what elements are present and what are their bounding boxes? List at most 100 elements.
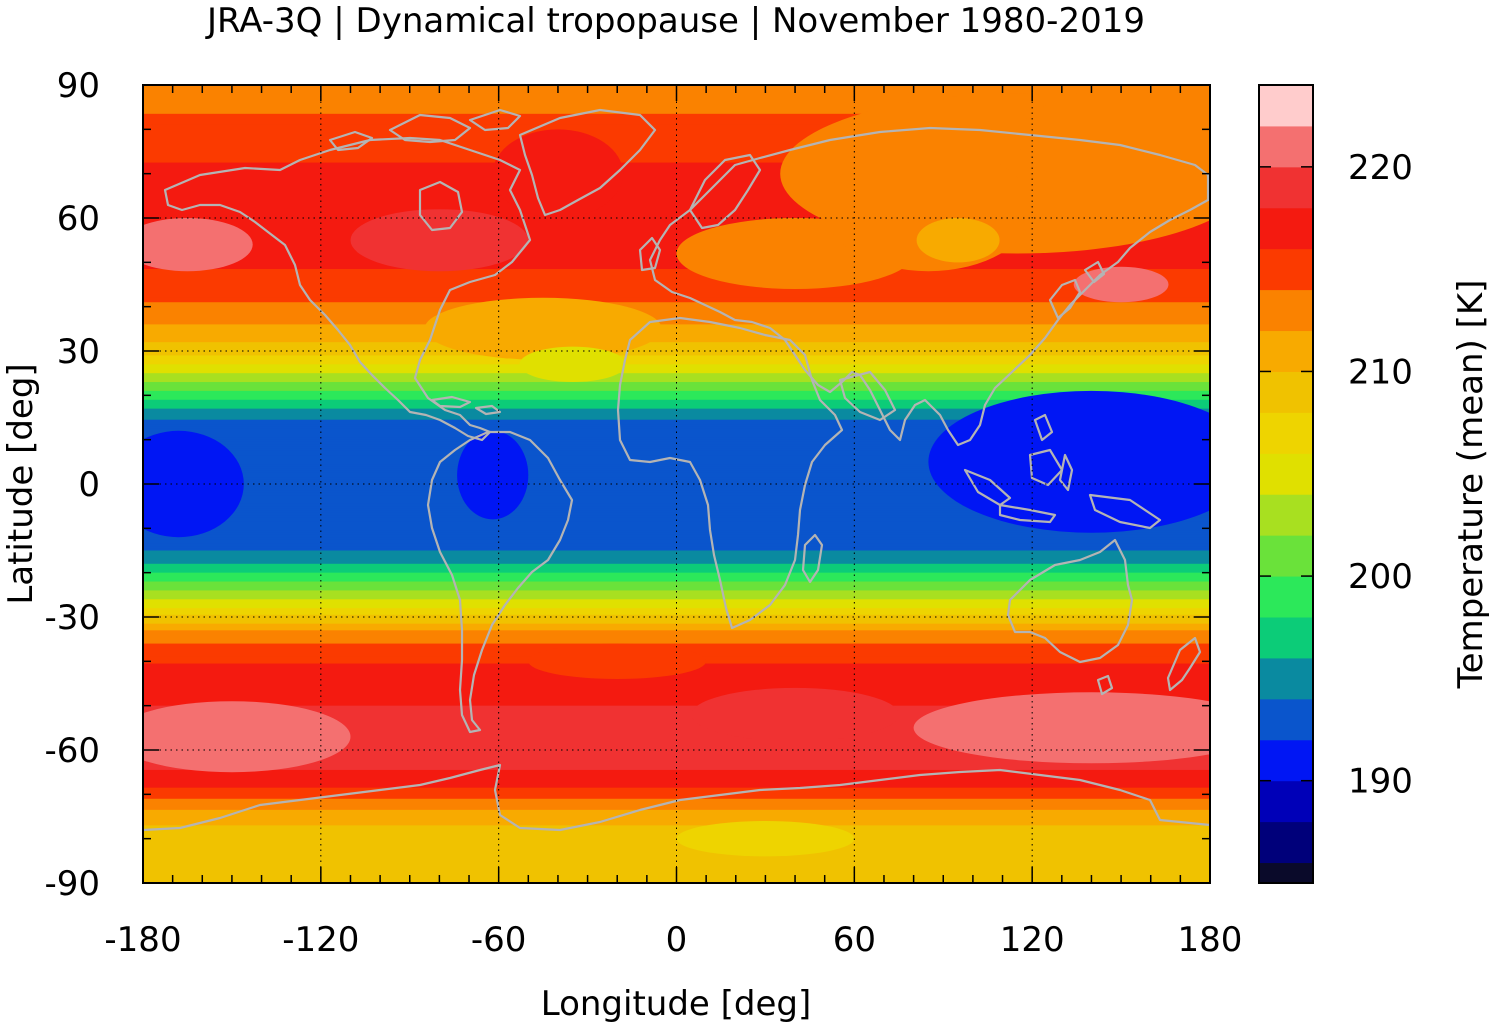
temperature-band bbox=[143, 692, 1210, 696]
temperature-band bbox=[143, 450, 1210, 454]
temperature-band bbox=[143, 559, 1210, 563]
temperature-band bbox=[143, 209, 1210, 212]
coastlines bbox=[143, 108, 1210, 832]
temperature-band bbox=[143, 273, 1210, 277]
temperature-feature bbox=[676, 821, 855, 857]
colorbar-level bbox=[1259, 207, 1313, 250]
colorbar-level bbox=[1259, 125, 1313, 168]
temperature-band bbox=[143, 574, 1210, 578]
colorbar-level bbox=[1259, 739, 1313, 782]
temperature-band bbox=[143, 198, 1210, 201]
temperature-band bbox=[143, 395, 1210, 399]
temperature-band bbox=[143, 499, 1210, 503]
temperature-band bbox=[143, 162, 1210, 166]
temperature-band bbox=[143, 588, 1210, 591]
temperature-band bbox=[143, 785, 1210, 789]
colorbar-level bbox=[1259, 289, 1313, 332]
temperature-band bbox=[143, 240, 1210, 243]
temperature-band bbox=[143, 825, 1210, 829]
temperature-band bbox=[143, 448, 1210, 452]
temperature-band bbox=[143, 778, 1210, 782]
temperature-band bbox=[143, 754, 1210, 758]
temperature-band bbox=[143, 814, 1210, 818]
temperature-band bbox=[143, 506, 1210, 509]
temperature-band bbox=[143, 526, 1210, 529]
temperature-band bbox=[143, 184, 1210, 188]
y-axis-label: Latitude [deg] bbox=[1, 363, 41, 604]
temperature-band bbox=[143, 333, 1210, 337]
temperature-band bbox=[143, 127, 1210, 130]
colorbar-level bbox=[1259, 657, 1313, 700]
colorbar-level bbox=[1259, 330, 1313, 372]
temperature-band bbox=[143, 617, 1210, 620]
temperature-band bbox=[143, 142, 1210, 146]
colorbar-level bbox=[1259, 862, 1313, 884]
temperature-band bbox=[143, 641, 1210, 645]
colorbar-frame bbox=[1258, 84, 1314, 884]
temperature-feature bbox=[457, 430, 529, 520]
temperature-feature bbox=[519, 346, 627, 382]
temperature-band bbox=[143, 712, 1210, 716]
temperature-band bbox=[143, 495, 1210, 498]
temperature-band bbox=[143, 377, 1210, 381]
temperature-band bbox=[143, 477, 1210, 481]
temperature-band bbox=[143, 734, 1210, 738]
temperature-band bbox=[143, 406, 1210, 410]
temperature-band bbox=[143, 621, 1210, 625]
temperature-band bbox=[143, 472, 1210, 476]
temperature-band bbox=[143, 104, 1210, 108]
temperature-band bbox=[143, 851, 1210, 855]
colorbar-level bbox=[1259, 494, 1313, 536]
temperature-band bbox=[143, 583, 1210, 587]
temperature-band bbox=[143, 328, 1210, 332]
temperature-band bbox=[143, 297, 1210, 301]
temperature-band bbox=[143, 745, 1210, 749]
temperature-band bbox=[143, 253, 1210, 257]
temperature-band bbox=[143, 426, 1210, 430]
temperature-band bbox=[143, 242, 1210, 246]
temperature-band bbox=[143, 149, 1210, 153]
grid-lines bbox=[143, 85, 1210, 883]
temperature-band bbox=[143, 202, 1210, 206]
temperature-band bbox=[143, 608, 1210, 611]
temperature-band bbox=[143, 191, 1210, 195]
temperature-band bbox=[143, 455, 1210, 458]
temperature-band bbox=[143, 246, 1210, 250]
temperature-band bbox=[143, 368, 1210, 372]
temperature-band bbox=[143, 619, 1210, 623]
y-tick-label: 30 bbox=[57, 332, 100, 372]
temperature-band bbox=[143, 736, 1210, 740]
temperature-band bbox=[143, 479, 1210, 483]
temperature-band bbox=[143, 674, 1210, 678]
y-tick-label: -60 bbox=[44, 731, 100, 771]
temperature-band bbox=[143, 355, 1210, 359]
colorbar-level bbox=[1259, 698, 1313, 741]
temperature-band bbox=[143, 311, 1210, 314]
temperature-feature bbox=[143, 218, 253, 272]
y-axis-ticks bbox=[143, 84, 1210, 884]
x-tick-label: 60 bbox=[833, 920, 876, 960]
temperature-band bbox=[143, 277, 1210, 281]
temperature-band bbox=[143, 173, 1210, 177]
temperature-band bbox=[143, 543, 1210, 547]
temperature-band bbox=[143, 840, 1210, 844]
temperature-band bbox=[143, 300, 1210, 303]
temperature-band bbox=[143, 774, 1210, 778]
temperature-band bbox=[143, 858, 1210, 862]
temperature-band bbox=[143, 803, 1210, 807]
y-tick-label: 0 bbox=[78, 465, 100, 505]
temperature-band bbox=[143, 818, 1210, 822]
temperature-band bbox=[143, 417, 1210, 421]
temperature-band bbox=[143, 685, 1210, 689]
temperature-band bbox=[143, 366, 1210, 370]
temperature-band bbox=[143, 124, 1210, 128]
temperature-band bbox=[143, 135, 1210, 139]
temperature-band bbox=[143, 701, 1210, 705]
temperature-feature bbox=[492, 129, 624, 218]
temperature-band bbox=[143, 446, 1210, 450]
temperature-band bbox=[143, 792, 1210, 795]
temperature-band bbox=[143, 752, 1210, 756]
temperature-band bbox=[143, 741, 1210, 744]
temperature-band bbox=[143, 581, 1210, 585]
